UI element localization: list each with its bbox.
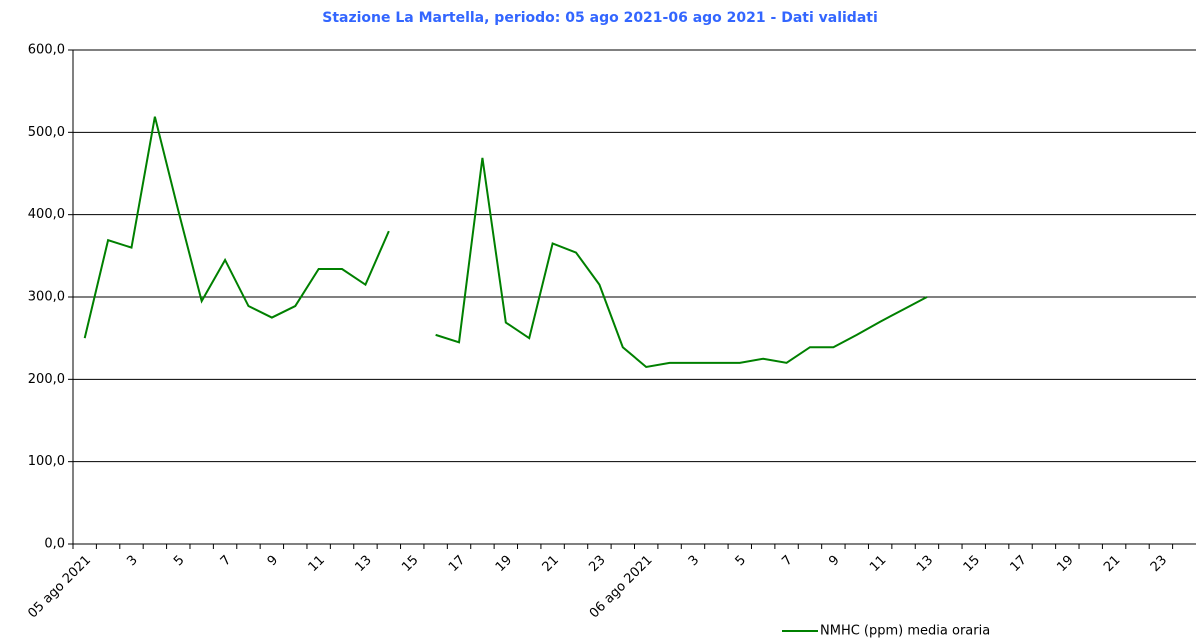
x-tick-label: 7 (779, 553, 795, 569)
x-tick-label: 5 (733, 553, 749, 569)
x-tick-label: 9 (826, 553, 842, 569)
y-tick-label: 100,0 (28, 454, 65, 469)
x-tick-label: 17 (446, 553, 468, 575)
x-tick-label: 15 (961, 553, 983, 575)
x-tick-label: 13 (914, 553, 936, 575)
x-tick-label: 3 (124, 553, 140, 569)
chart-title: Stazione La Martella, periodo: 05 ago 20… (322, 10, 878, 26)
x-tick-label: 3 (686, 553, 702, 569)
x-tick-label: 21 (1101, 553, 1123, 575)
legend-label: NMHC (ppm) media oraria (820, 624, 990, 639)
y-tick-label: 500,0 (28, 125, 65, 140)
x-tick-label: 23 (586, 553, 608, 575)
y-tick-label: 200,0 (28, 372, 65, 387)
data-line (83, 116, 928, 369)
x-tick-label: 5 (171, 553, 187, 569)
x-tick-label: 05 ago 2021 (25, 553, 94, 622)
y-tick-label: 400,0 (28, 207, 65, 222)
y-tick-label: 600,0 (28, 43, 65, 58)
x-tick-label: 9 (265, 553, 281, 569)
x-tick-label: 11 (867, 553, 889, 575)
x-tick-label: 7 (218, 553, 234, 569)
x-tick-label: 19 (1054, 553, 1076, 575)
x-tick-label: 21 (540, 553, 562, 575)
x-tick-label: 11 (306, 553, 328, 575)
x-tick-label: 19 (493, 553, 515, 575)
y-tick-label: 0,0 (44, 537, 65, 552)
x-tick-label: 17 (1008, 553, 1030, 575)
x-tick-label: 23 (1148, 553, 1170, 575)
x-tick-label: 13 (352, 553, 374, 575)
x-tick-label: 15 (399, 553, 421, 575)
y-tick-label: 300,0 (28, 290, 65, 305)
